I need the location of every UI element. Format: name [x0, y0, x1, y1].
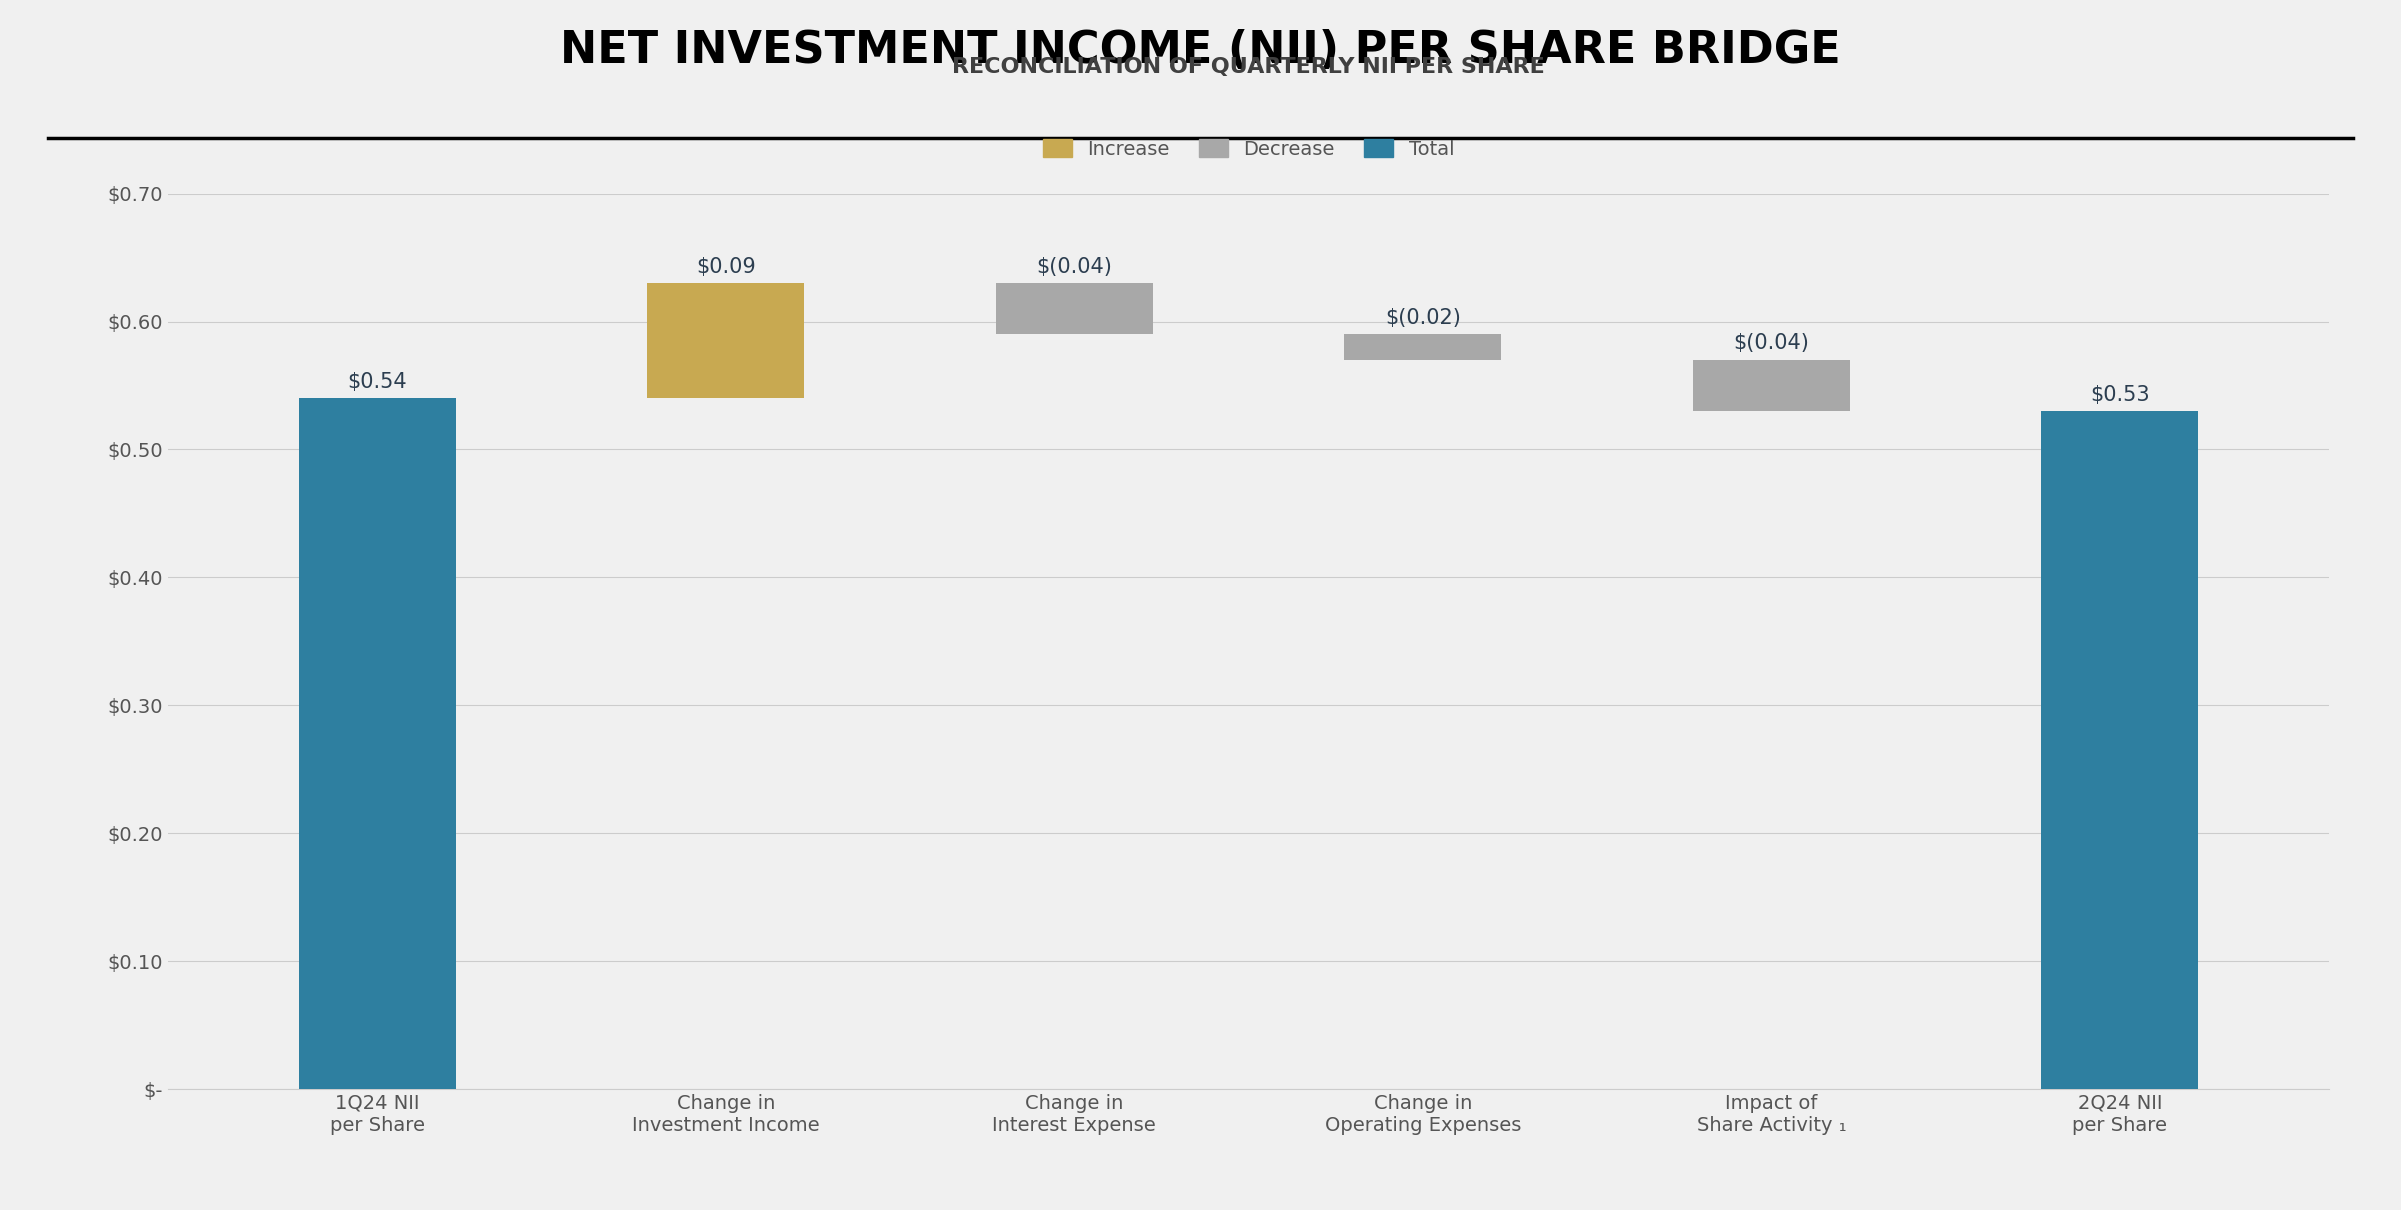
- Text: $0.53: $0.53: [2089, 385, 2149, 404]
- Text: RECONCILIATION OF QUARTERLY NII PER SHARE: RECONCILIATION OF QUARTERLY NII PER SHAR…: [953, 57, 1544, 77]
- Bar: [1345, 334, 1501, 359]
- Text: $0.54: $0.54: [348, 371, 408, 392]
- Bar: [1693, 359, 1849, 411]
- Bar: [996, 283, 1152, 334]
- Text: NET INVESTMENT INCOME (NII) PER SHARE BRIDGE: NET INVESTMENT INCOME (NII) PER SHARE BR…: [559, 29, 1842, 73]
- Text: $(0.02): $(0.02): [1385, 307, 1460, 328]
- Bar: [298, 398, 456, 1089]
- Legend: Increase, Decrease, Total: Increase, Decrease, Total: [1035, 132, 1462, 167]
- Text: $(0.04): $(0.04): [1734, 334, 1810, 353]
- Bar: [2041, 411, 2199, 1089]
- Text: $0.09: $0.09: [696, 257, 756, 277]
- Text: $(0.04): $(0.04): [1037, 257, 1112, 277]
- Bar: [648, 283, 804, 398]
